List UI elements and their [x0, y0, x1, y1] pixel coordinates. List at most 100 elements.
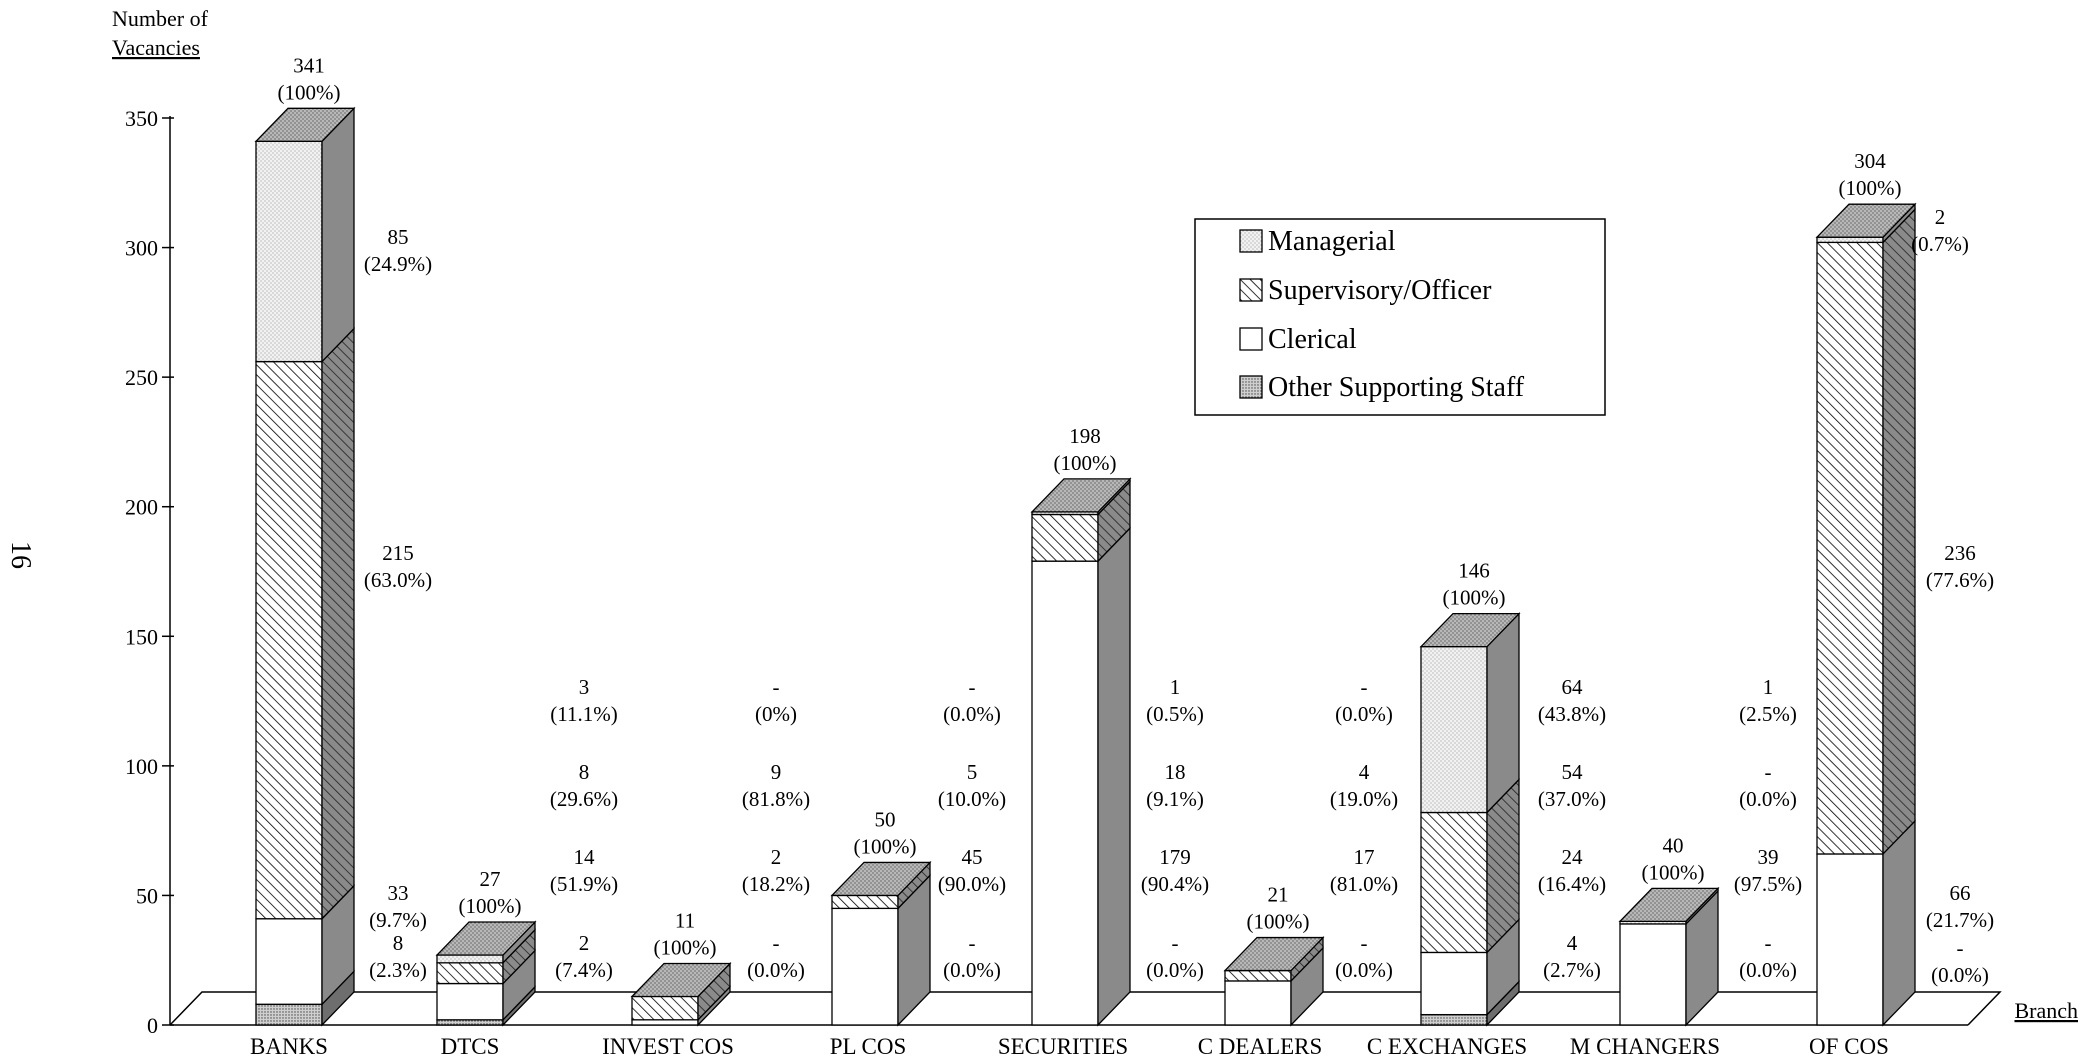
bars: [254, 106, 1917, 1027]
segment-value-label: -: [969, 931, 976, 955]
segment-value-label: 5: [967, 760, 978, 784]
bar-segment-front: [1420, 951, 1488, 1016]
bar-segment-front: [1420, 1013, 1488, 1026]
segment-pct-label: (0.0%): [1931, 963, 1989, 987]
legend-label: Clerical: [1268, 324, 1357, 355]
segment-value-label: -: [969, 675, 976, 699]
segment-value-label: 179: [1159, 845, 1191, 869]
segment-pct-label: (2.5%): [1739, 702, 1797, 726]
category-label: C DEALERS: [1198, 1034, 1323, 1057]
segment-value-label: 3: [579, 675, 590, 699]
segment-value-label: 85: [388, 225, 409, 249]
segment-value-label: -: [773, 675, 780, 699]
x-axis-title: Branch: [2014, 998, 2078, 1023]
bar-top-face: [1618, 887, 1720, 922]
total-pct-label: (100%): [1642, 860, 1705, 884]
segment-pct-label: (21.7%): [1926, 908, 1994, 932]
segment-pct-label: (43.8%): [1538, 702, 1606, 726]
segment-pct-label: (0.0%): [943, 958, 1001, 982]
total-pct-label: (100%): [1054, 451, 1117, 475]
bar-stack-pl-cos: [830, 860, 932, 1027]
segment-pct-label: (0.5%): [1146, 702, 1204, 726]
bar-segment-front: [255, 918, 323, 1005]
bar-segment-front: [436, 982, 504, 1021]
y-tick-label: 250: [125, 365, 158, 390]
y-tick-label: 350: [125, 106, 158, 131]
segment-pct-label: (0.0%): [1335, 958, 1393, 982]
total-label: 40: [1663, 833, 1684, 857]
category-label: C EXCHANGES: [1367, 1034, 1527, 1057]
bar-segment-front: [1619, 923, 1687, 1026]
segment-pct-label: (81.0%): [1330, 872, 1398, 896]
segment-pct-label: (63.0%): [364, 568, 432, 592]
total-pct-label: (100%): [1839, 176, 1902, 200]
bar-stack-c-exchanges: [1419, 612, 1521, 1027]
bar-segment-front: [1816, 241, 1884, 855]
bar-top-face: [1030, 478, 1132, 513]
bar-segment-side: [1486, 612, 1520, 815]
legend-swatch: [1239, 375, 1263, 399]
legend-label: Other Supporting Staff: [1268, 372, 1525, 403]
bar-stack-dtcs: [435, 920, 537, 1027]
segment-value-label: 1: [1170, 675, 1181, 699]
category-label: SECURITIES: [998, 1034, 1128, 1057]
bar-stack-banks: [254, 106, 356, 1027]
y-axis-title-line2: Vacancies: [112, 35, 200, 60]
bar-segment-side: [1882, 819, 1916, 1027]
segment-pct-label: (90.4%): [1141, 872, 1209, 896]
total-label: 11: [675, 908, 695, 932]
segment-value-label: 8: [579, 760, 590, 784]
segment-pct-label: (10.0%): [938, 787, 1006, 811]
total-pct-label: (100%): [459, 894, 522, 918]
total-pct-label: (100%): [1247, 910, 1310, 934]
total-pct-label: (100%): [654, 935, 717, 959]
bar-segment-front: [1816, 853, 1884, 1026]
bar-top-face: [830, 861, 932, 897]
segment-pct-label: (0%): [755, 702, 797, 726]
segment-pct-label: (16.4%): [1538, 872, 1606, 896]
legend-label: Supervisory/Officer: [1268, 275, 1492, 306]
legend-label: Managerial: [1268, 226, 1396, 257]
bar-segment-front: [1224, 969, 1292, 982]
total-label: 21: [1268, 883, 1289, 907]
segment-value-label: 66: [1950, 881, 1971, 905]
y-axis-title-line1: Number of: [112, 6, 209, 31]
segment-pct-label: (0.0%): [1146, 958, 1204, 982]
segment-pct-label: (11.1%): [550, 702, 617, 726]
segment-value-label: 18: [1165, 760, 1186, 784]
bar-stack-c-dealers: [1223, 935, 1325, 1027]
total-pct-label: (100%): [854, 834, 917, 858]
bar-segment-side: [1097, 526, 1131, 1027]
legend-swatch: [1239, 327, 1263, 351]
y-tick-label: 0: [147, 1013, 158, 1038]
category-label: PL COS: [830, 1034, 906, 1057]
segment-value-label: -: [1957, 936, 1964, 960]
y-tick-label: 300: [125, 236, 158, 261]
segment-pct-label: (51.9%): [550, 872, 618, 896]
bar-segment-front: [1224, 980, 1292, 1026]
y-tick-label: 150: [125, 624, 158, 649]
y-tick-label: 200: [125, 495, 158, 520]
bar-top-face: [254, 107, 356, 142]
segment-pct-label: (9.1%): [1146, 787, 1204, 811]
segment-value-label: 33: [388, 881, 409, 905]
bar-segment-front: [1816, 236, 1884, 244]
category-label: INVEST COS: [602, 1034, 734, 1057]
segment-pct-label: (24.9%): [364, 252, 432, 276]
category-label: DTCS: [441, 1034, 500, 1057]
segment-value-label: 8: [393, 931, 404, 955]
segment-value-label: 4: [1359, 760, 1370, 784]
bar-segment-front: [436, 1019, 504, 1026]
segment-pct-label: (0.0%): [747, 958, 805, 982]
segment-pct-label: (19.0%): [1330, 787, 1398, 811]
bar-segment-front: [1031, 513, 1099, 562]
total-label: 146: [1458, 559, 1490, 583]
segment-pct-label: (37.0%): [1538, 787, 1606, 811]
bar-stack-invest-cos: [630, 961, 732, 1027]
segment-value-label: 17: [1354, 845, 1375, 869]
segment-value-label: 4: [1567, 931, 1578, 955]
bar-segment-side: [1882, 207, 1916, 856]
bar-top-face: [1419, 613, 1521, 648]
bar-segment-front: [255, 1003, 323, 1026]
